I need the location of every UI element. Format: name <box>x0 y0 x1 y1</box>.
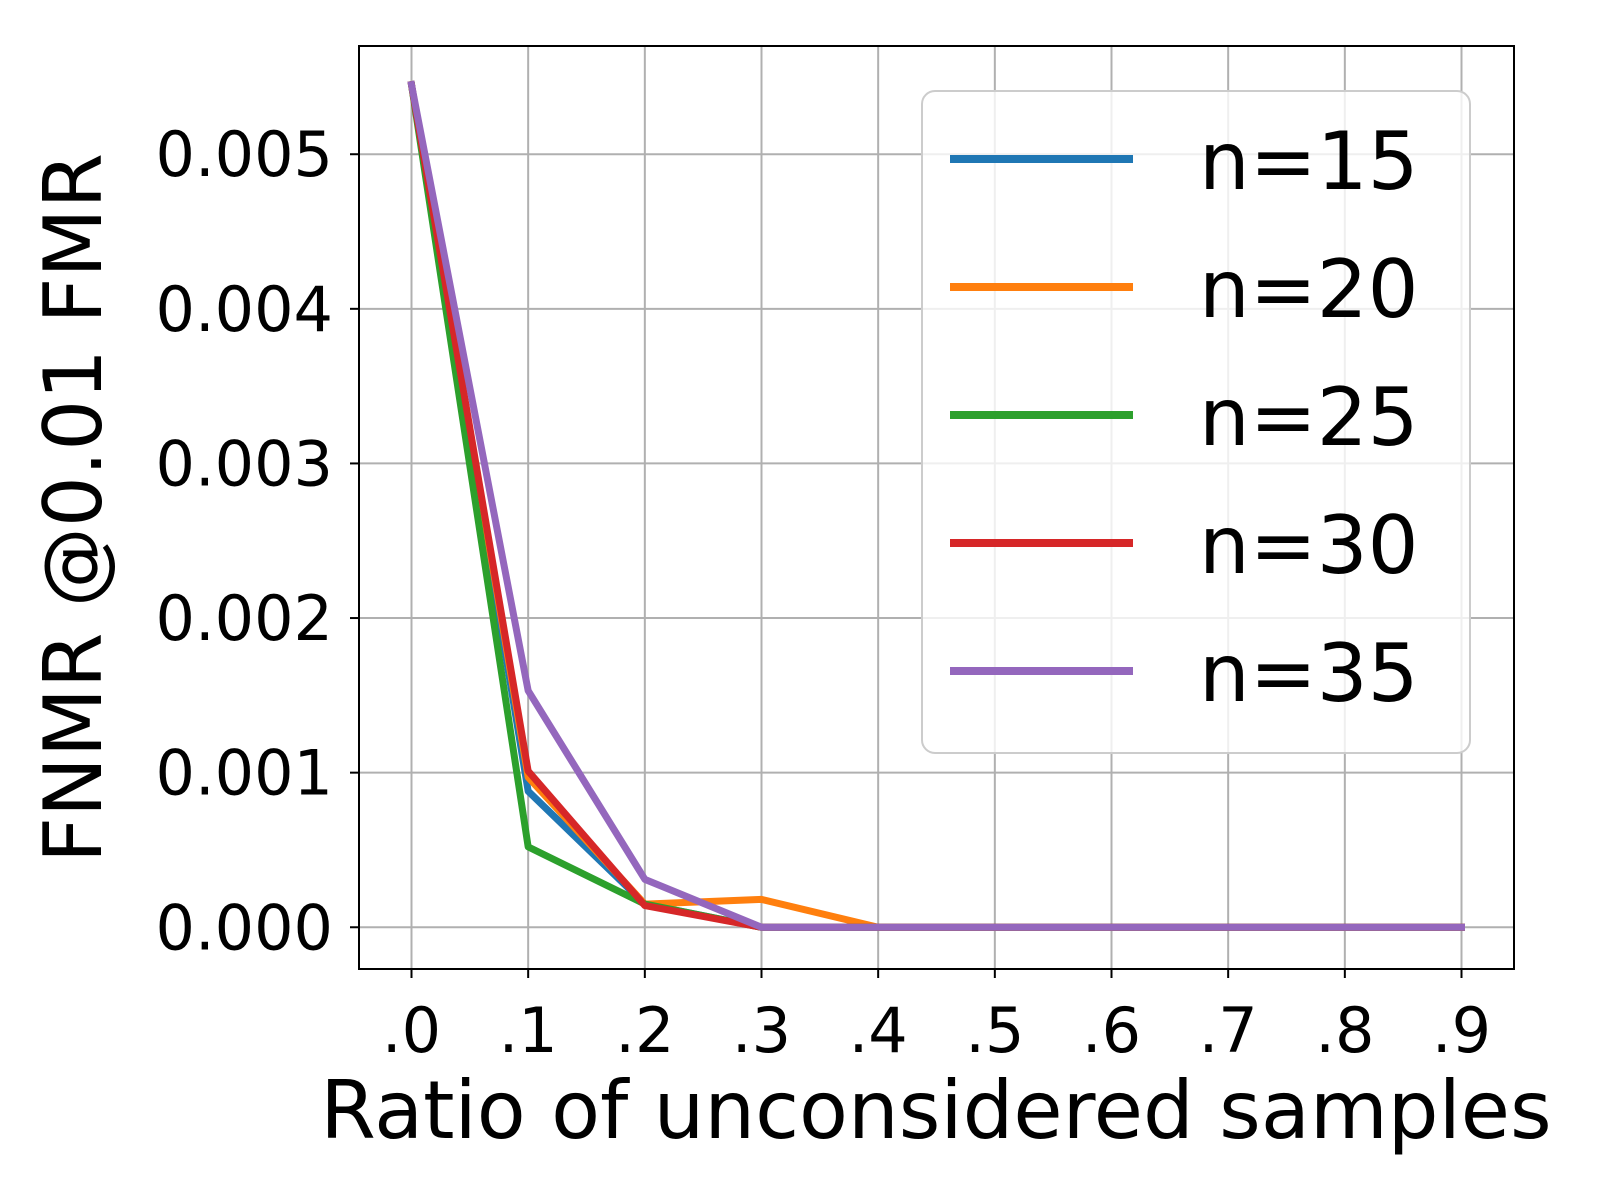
x-tick-label: .2 <box>615 994 674 1067</box>
legend-box <box>921 90 1471 754</box>
x-tick-label: .3 <box>732 994 791 1067</box>
x-tick-label: .9 <box>1432 994 1491 1067</box>
y-tick-label: 0.000 <box>156 891 334 964</box>
y-axis-label: FNMR @0.01 FMR <box>27 153 120 863</box>
legend-label: n=25 <box>1199 371 1419 464</box>
x-axis-ticks: .0 .1 .2 .3 .4 .5 .6 .7 .8 .9 <box>382 969 1491 1067</box>
legend: n=15 n=20 n=25 n=30 n=35 <box>921 90 1471 754</box>
x-tick-label: .4 <box>849 994 908 1067</box>
legend-label: n=30 <box>1199 499 1419 592</box>
y-tick-label: 0.002 <box>156 582 334 655</box>
x-tick-label: .0 <box>382 994 441 1067</box>
legend-label: n=20 <box>1199 243 1419 336</box>
x-axis-label: Ratio of unconsidered samples <box>320 1064 1551 1157</box>
x-tick-label: .8 <box>1315 994 1374 1067</box>
plot-frame <box>358 45 1515 970</box>
y-tick-label: 0.003 <box>156 427 334 500</box>
x-tick-label: .7 <box>1199 994 1258 1067</box>
x-tick-label: .5 <box>965 994 1024 1067</box>
legend-label: n=15 <box>1199 115 1419 208</box>
series-line-n-35 <box>407 80 1465 931</box>
y-axis-ticks: 0.000 0.001 0.002 0.003 0.004 0.005 <box>156 118 359 964</box>
legend-label: n=35 <box>1199 627 1419 720</box>
y-tick-label: 0.004 <box>156 273 334 346</box>
x-tick-label: .1 <box>499 994 558 1067</box>
y-tick-label: 0.005 <box>156 118 334 191</box>
y-tick-label: 0.001 <box>156 737 334 810</box>
series-lines <box>407 80 1465 931</box>
x-tick-label: .6 <box>1082 994 1141 1067</box>
